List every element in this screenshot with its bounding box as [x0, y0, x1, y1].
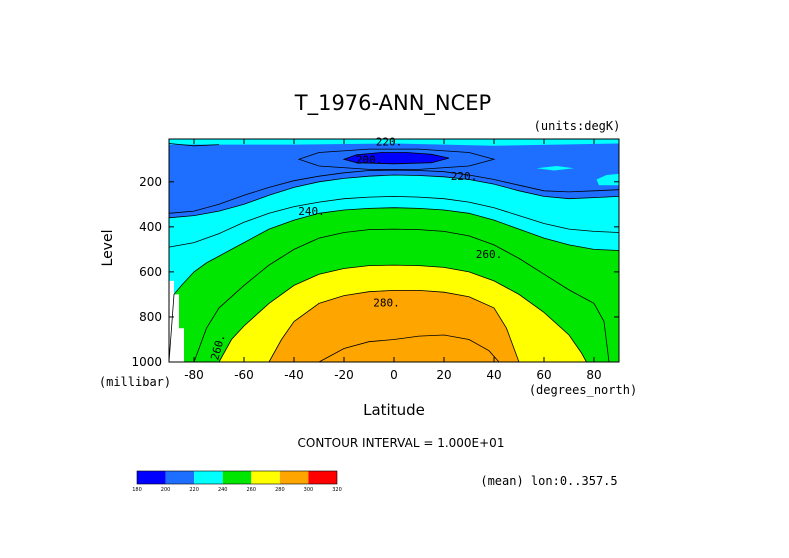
y-tick-label: 600 [139, 265, 162, 279]
colorbar-label: 180 [132, 487, 142, 493]
y-tick-label: 800 [139, 310, 162, 324]
colorbar-swatch [137, 471, 166, 484]
x-axis: -80 -60 -40 -20 0 20 40 60 80 [184, 139, 602, 382]
y-units-label: (millibar) [99, 375, 171, 389]
y-axis-label: Level [100, 230, 116, 267]
contour-label: 200. [356, 153, 383, 166]
contour-label: 220. [376, 136, 403, 149]
cold-core-below-200 [344, 152, 449, 164]
x-tick-label: 20 [436, 368, 451, 382]
colorbar-swatch [222, 471, 252, 484]
x-units-label: (degrees_north) [529, 383, 637, 397]
colorbar-swatch [194, 471, 223, 484]
x-tick-label: 40 [486, 368, 501, 382]
warm-patch-pole [596, 173, 619, 186]
colorbar-frame [136, 470, 338, 485]
isotherm-line [168, 195, 620, 248]
chart-title: T_1976-ANN_NCEP [294, 91, 491, 116]
colorbar-label: 200 [161, 487, 171, 493]
colorbar: 180 200 220 240 260 280 300 320 [132, 470, 342, 493]
isotherm-line [318, 334, 500, 363]
contour-interval-text: CONTOUR INTERVAL = 1.000E+01 [298, 436, 505, 450]
colorbar-label: 260 [247, 487, 257, 493]
no-data-region [169, 280, 184, 362]
band-280-300 [269, 290, 519, 362]
contour-line-layer [168, 143, 620, 363]
colorbar-label: 320 [332, 487, 342, 493]
x-tick-label: -40 [284, 368, 304, 382]
colorbar-swatch [251, 471, 280, 484]
x-tick-label: 80 [586, 368, 601, 382]
colorbar-label: 280 [275, 487, 285, 493]
y-axis: 200 400 600 800 1000 [131, 175, 619, 369]
x-tick-label: -20 [334, 368, 354, 382]
x-tick-label: 60 [536, 368, 551, 382]
colorbar-label: 300 [304, 487, 314, 493]
colorbar-swatch [165, 471, 195, 484]
y-tick-label: 200 [139, 175, 162, 189]
colorbar-label: 240 [218, 487, 228, 493]
contour-label: 260. [476, 248, 503, 261]
isotherm-line [168, 174, 620, 219]
isotherm-line [168, 207, 620, 363]
x-axis-label: Latitude [363, 401, 425, 419]
x-tick-label: -60 [234, 368, 254, 382]
isotherm-line [268, 290, 520, 363]
isotherm-line [193, 228, 610, 363]
colorbar-swatch [308, 471, 337, 484]
contour-label: 240. [298, 205, 325, 218]
mean-note: (mean) lon:0..357.5 [480, 474, 617, 488]
contour-label: 220. [451, 170, 478, 183]
contour-label: 280. [373, 296, 400, 309]
colorbar-label: 220 [189, 487, 199, 493]
isotherm-line [168, 169, 620, 214]
isotherm-top [168, 143, 220, 147]
units-note: (units:degK) [534, 119, 621, 133]
isotherm-ring [297, 148, 496, 170]
y-tick-label: 1000 [131, 355, 162, 369]
colorbar-swatch [279, 471, 309, 484]
isotherm-core [342, 152, 450, 165]
y-tick-label: 400 [139, 220, 162, 234]
x-tick-label: -80 [184, 368, 204, 382]
temperature-fill-layer [169, 139, 619, 362]
warm-patch-north [536, 166, 574, 171]
isotherm-line [218, 264, 587, 363]
plot-area: 220.200.220.240.260.280.260. [168, 136, 620, 363]
x-tick-label: 0 [390, 368, 398, 382]
